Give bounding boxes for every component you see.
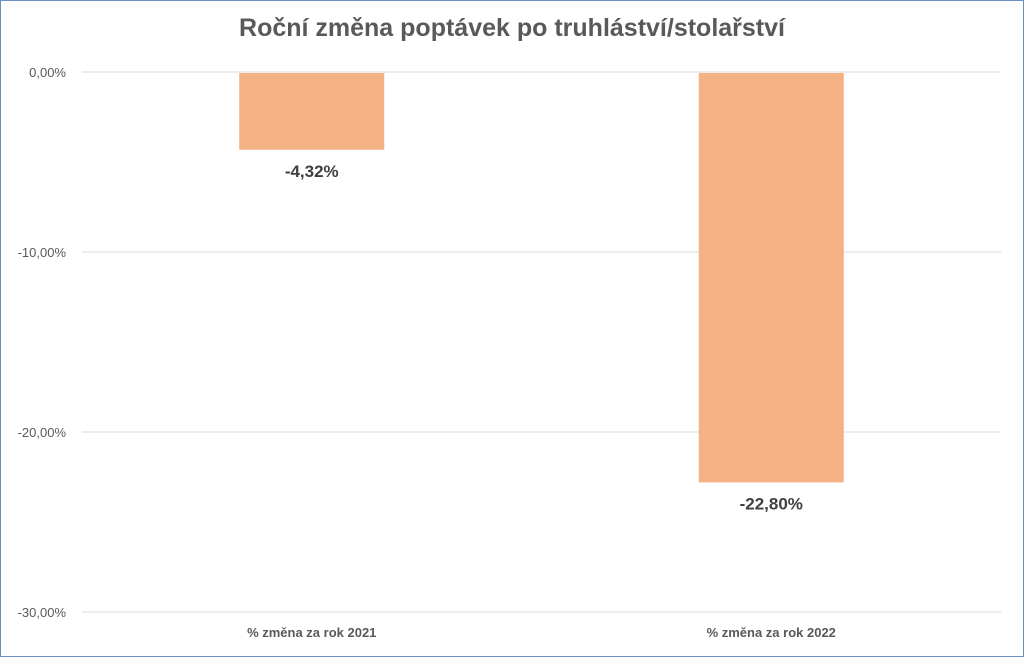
x-category-label: % změna za rok 2021 [247,625,376,640]
data-label: -22,80% [740,494,803,513]
y-tick-label: -20,00% [18,425,67,440]
data-label: -4,32% [285,162,339,181]
bar [239,73,385,150]
y-tick-label: -10,00% [18,245,67,260]
y-tick-label: -30,00% [18,605,67,620]
chart-title: Roční změna poptávek po truhláství/stola… [239,14,785,42]
bar [698,73,844,483]
y-tick-label: 0,00% [29,65,66,80]
x-category-label: % změna za rok 2022 [707,625,836,640]
